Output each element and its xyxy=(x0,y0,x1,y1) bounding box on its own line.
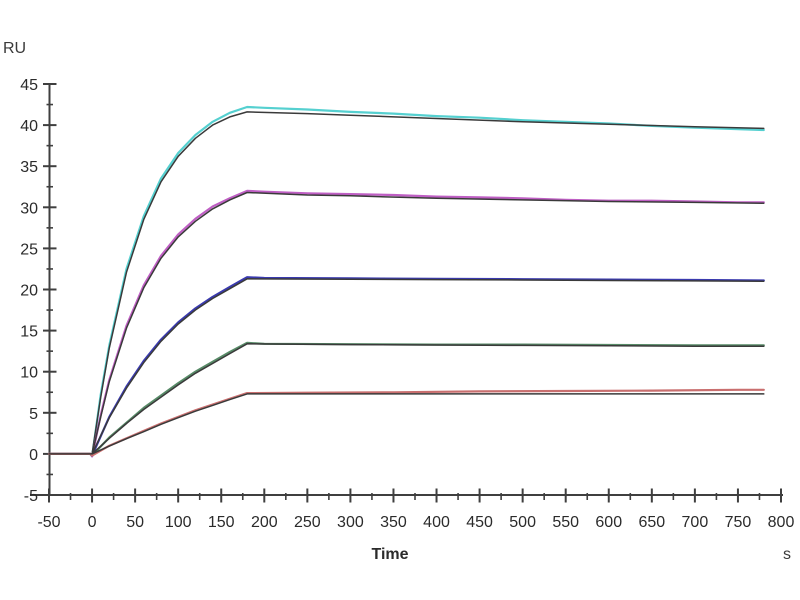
y-tick-label--5: -5 xyxy=(24,488,38,505)
x-tick-label-400: 400 xyxy=(423,514,450,531)
series-data-line-magenta xyxy=(47,189,765,458)
x-tick-label-450: 450 xyxy=(466,514,493,531)
series-fit-line-magenta xyxy=(48,191,765,455)
x-axis-title: Time xyxy=(371,546,408,563)
x-tick-label-0: 0 xyxy=(88,514,97,531)
y-tick-label-5: 5 xyxy=(29,406,38,423)
x-axis-unit-label: s xyxy=(783,546,791,563)
y-tick-label-35: 35 xyxy=(20,159,38,176)
y-tick-label-25: 25 xyxy=(20,241,38,258)
x-tick-label-350: 350 xyxy=(380,514,407,531)
x-tick-label-550: 550 xyxy=(552,514,579,531)
series-fit-line-cyan xyxy=(48,111,765,455)
x-tick-label-50: 50 xyxy=(126,514,144,531)
y-tick-label-15: 15 xyxy=(20,324,38,341)
x-tick-label-500: 500 xyxy=(509,514,536,531)
y-tick-label-40: 40 xyxy=(20,118,38,135)
series-data-line-blue xyxy=(47,276,765,457)
y-tick-label-0: 0 xyxy=(29,447,38,464)
y-tick-label-30: 30 xyxy=(20,200,38,217)
x-tick-label-200: 200 xyxy=(251,514,278,531)
x-tick-label-750: 750 xyxy=(725,514,752,531)
series-layer xyxy=(47,105,765,458)
series-fit-line-red xyxy=(48,393,765,455)
x-tick-label-650: 650 xyxy=(638,514,665,531)
x-tick-label--50: -50 xyxy=(37,514,60,531)
series-data-line-cyan xyxy=(47,105,765,458)
y-tick-label-20: 20 xyxy=(20,283,38,300)
x-tick-label-700: 700 xyxy=(682,514,709,531)
x-tick-label-300: 300 xyxy=(337,514,364,531)
x-tick-label-100: 100 xyxy=(165,514,192,531)
x-tick-label-150: 150 xyxy=(208,514,235,531)
series-data-line-green xyxy=(47,341,765,457)
x-tick-label-250: 250 xyxy=(294,514,321,531)
series-fit-line-blue xyxy=(48,278,765,455)
x-tick-label-800: 800 xyxy=(768,514,795,531)
y-axis-unit-label: RU xyxy=(3,40,26,57)
x-tick-label-600: 600 xyxy=(595,514,622,531)
y-tick-label-45: 45 xyxy=(20,77,38,94)
series-fit-line-green xyxy=(48,343,765,455)
y-tick-label-10: 10 xyxy=(20,365,38,382)
